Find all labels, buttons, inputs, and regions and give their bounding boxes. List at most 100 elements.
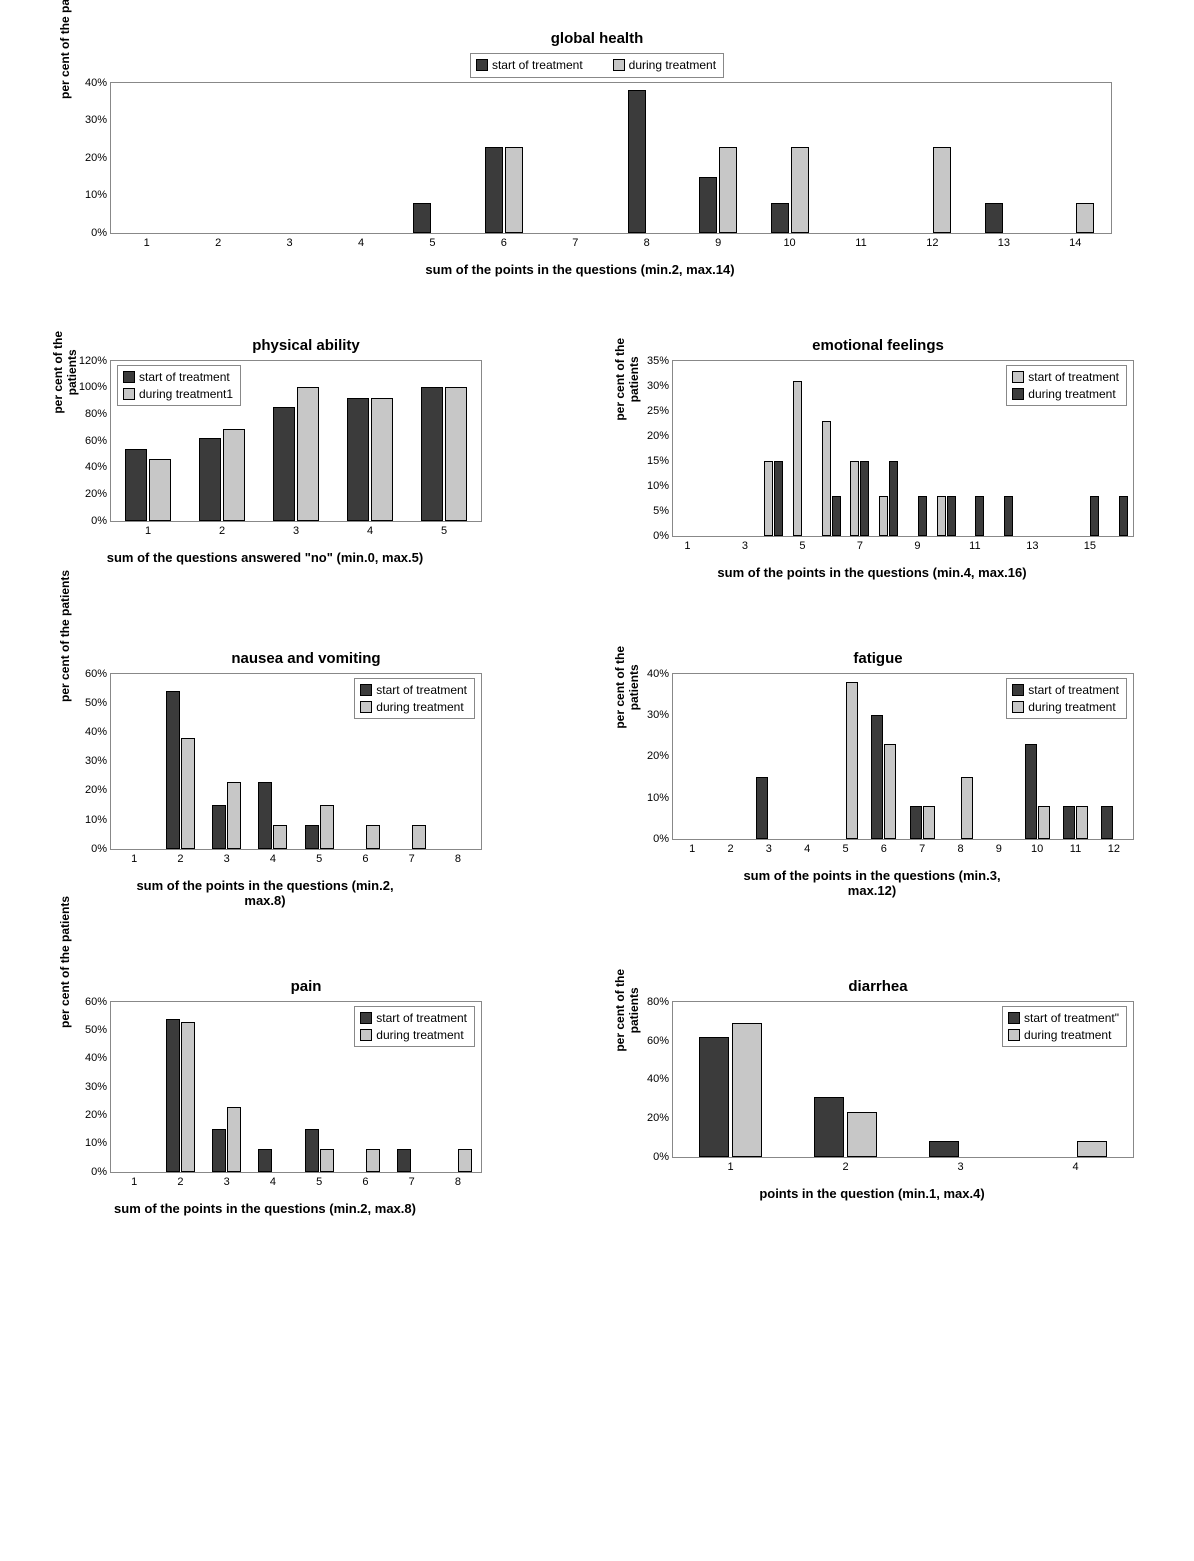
- bar: [305, 1129, 319, 1172]
- x-axis-label: points in the question (min.1, max.4): [612, 1186, 1132, 1201]
- x-tick: 9: [996, 843, 1002, 855]
- chart-nausea: nausea and vomitingper cent of the patie…: [50, 650, 562, 908]
- legend: start of treatment during treatment: [470, 53, 724, 78]
- y-axis-label: per cent of thepatients: [51, 331, 79, 414]
- bar: [181, 1022, 195, 1172]
- legend-item: during treatment: [1012, 699, 1119, 716]
- bar: [458, 1149, 472, 1172]
- y-axis-label: per cent of the patients: [58, 896, 72, 1028]
- legend-label: during treatment: [629, 57, 716, 74]
- bar: [1076, 806, 1088, 839]
- x-tick: 5: [316, 853, 322, 865]
- x-tick: 1: [727, 1161, 733, 1173]
- y-tick: 30%: [647, 380, 669, 392]
- legend-swatch: [123, 388, 135, 400]
- y-tick: 40%: [85, 1052, 107, 1064]
- plot-area: per cent of thepatients0%10%20%30%40%123…: [672, 673, 1134, 840]
- x-tick: 13: [1026, 540, 1038, 552]
- bar: [320, 1149, 334, 1172]
- legend-item: during treatment: [1012, 386, 1119, 403]
- legend-swatch: [613, 59, 625, 71]
- bar: [505, 147, 523, 233]
- bar: [258, 1149, 272, 1172]
- bar: [791, 147, 809, 233]
- x-tick: 3: [766, 843, 772, 855]
- x-tick: 6: [501, 237, 507, 249]
- y-tick: 30%: [85, 1081, 107, 1093]
- y-tick: 40%: [85, 461, 107, 473]
- x-tick: 11: [969, 540, 980, 552]
- chart-title: pain: [50, 978, 562, 995]
- chart-title: emotional feelings: [612, 337, 1144, 354]
- x-tick: 12: [926, 237, 938, 249]
- y-tick: 20%: [647, 1112, 669, 1124]
- bar: [297, 387, 319, 520]
- x-tick: 7: [919, 843, 925, 855]
- legend-item: during treatment: [613, 57, 716, 74]
- bar: [223, 429, 245, 521]
- legend-swatch: [360, 1012, 372, 1024]
- x-tick: 1: [144, 237, 150, 249]
- x-tick: 2: [177, 1176, 183, 1188]
- x-tick: 1: [131, 1176, 137, 1188]
- legend-swatch: [1012, 388, 1024, 400]
- plot-area: per cent of thepatients0%5%10%15%20%25%3…: [672, 360, 1134, 537]
- bar: [397, 1149, 411, 1172]
- plot-area: per cent of thepatients0%20%40%60%80%123…: [672, 1001, 1134, 1158]
- y-axis-label: per cent of thepatients: [613, 969, 641, 1052]
- x-tick: 11: [1070, 843, 1081, 855]
- y-tick: 0%: [653, 833, 669, 845]
- x-tick: 12: [1108, 843, 1120, 855]
- bar: [149, 459, 171, 520]
- x-axis-label: sum of the points in the questions (min.…: [50, 262, 1110, 277]
- legend-item: start of treatment: [476, 57, 583, 74]
- plot-area: per cent of the patients0%10%20%30%40%50…: [110, 673, 482, 850]
- y-tick: 20%: [85, 152, 107, 164]
- y-tick: 80%: [85, 408, 107, 420]
- y-tick: 50%: [85, 697, 107, 709]
- x-axis-label: sum of the questions answered "no" (min.…: [50, 550, 480, 565]
- bar: [199, 438, 221, 521]
- bar: [933, 147, 951, 233]
- bar: [774, 461, 783, 536]
- x-tick: 2: [215, 237, 221, 249]
- legend: start of treatment"during treatment: [1002, 1006, 1127, 1048]
- y-tick: 0%: [91, 843, 107, 855]
- legend: start of treatmentduring treatment1: [117, 365, 241, 407]
- y-tick: 60%: [85, 668, 107, 680]
- chart-title: global health: [50, 30, 1144, 47]
- legend-item: start of treatment: [1012, 369, 1119, 386]
- y-tick: 30%: [85, 755, 107, 767]
- legend-label: start of treatment: [492, 57, 583, 74]
- y-tick: 10%: [647, 480, 669, 492]
- x-tick: 7: [409, 853, 415, 865]
- x-tick: 9: [914, 540, 920, 552]
- bar: [212, 805, 226, 849]
- legend: start of treatmentduring treatment: [354, 678, 475, 720]
- y-axis-label: per cent of thepatients: [613, 646, 641, 729]
- bar: [771, 203, 789, 233]
- x-tick: 3: [224, 1176, 230, 1188]
- bar: [832, 496, 841, 536]
- x-tick: 4: [358, 237, 364, 249]
- x-tick: 2: [219, 525, 225, 537]
- x-tick: 4: [270, 1176, 276, 1188]
- chart-global: global health start of treatment during tr…: [50, 30, 1144, 277]
- x-tick: 8: [455, 853, 461, 865]
- bar: [1119, 496, 1128, 536]
- bar: [937, 496, 946, 536]
- y-tick: 40%: [85, 77, 107, 89]
- plot-area: per cent of thepatients0%20%40%60%80%100…: [110, 360, 482, 522]
- legend-swatch: [476, 59, 488, 71]
- legend-label: start of treatment: [1028, 369, 1119, 386]
- bar: [181, 738, 195, 849]
- x-tick: 6: [881, 843, 887, 855]
- bar: [305, 825, 319, 848]
- x-axis-label: sum of the points in the questions (min.…: [612, 868, 1132, 898]
- bar: [1077, 1141, 1107, 1157]
- y-tick: 25%: [647, 405, 669, 417]
- chart-physical: physical abilityper cent of thepatients0…: [50, 337, 562, 580]
- bar: [366, 1149, 380, 1172]
- legend-label: start of treatment: [376, 682, 467, 699]
- legend-swatch: [360, 701, 372, 713]
